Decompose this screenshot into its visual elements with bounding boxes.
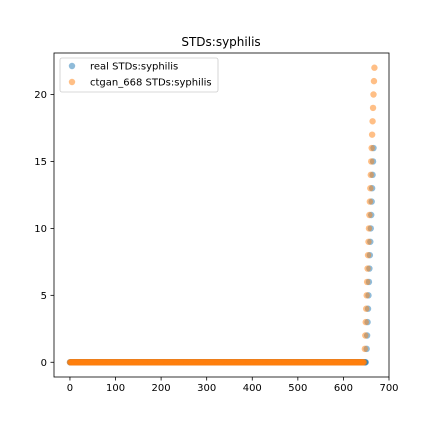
data-point (364, 265, 371, 272)
data-point (369, 118, 376, 125)
data-point (368, 131, 376, 138)
axes-frame (53, 52, 390, 378)
data-point (363, 305, 370, 312)
data-point (363, 292, 370, 299)
data-point (363, 278, 371, 286)
x-tick-label: 700 (379, 383, 398, 394)
x-tick-label: 600 (334, 383, 353, 394)
data-point (370, 91, 377, 98)
series-ctgan (66, 64, 378, 366)
legend-marker (68, 62, 76, 70)
x-tick-label: 100 (106, 383, 125, 394)
chart-title: STDs:syphilis (181, 35, 260, 49)
legend-box (59, 57, 219, 93)
y-tick-label: 5 (41, 291, 47, 302)
data-point (360, 359, 368, 366)
data-point (368, 144, 375, 152)
data-point (366, 211, 373, 219)
data-point (367, 185, 374, 192)
x-tick-label: 400 (243, 383, 262, 394)
data-point (362, 318, 369, 326)
data-point (365, 225, 373, 232)
data-point (368, 158, 375, 165)
x-tick-label: 500 (288, 383, 307, 394)
x-tick-label: 300 (197, 383, 216, 394)
data-point (367, 171, 374, 179)
legend-marker (68, 78, 76, 86)
y-tick-label: 15 (34, 157, 47, 168)
plot-area: 0 100 200 300 400 500 600 700 0 5 10 15 20 (34, 52, 399, 394)
data-point (361, 345, 369, 353)
legend-label: ctgan_668 STDs:syphilis (90, 78, 212, 89)
y-tick-label: 20 (34, 90, 47, 101)
data-point (366, 198, 374, 205)
legend-label: real STDs:syphilis (90, 62, 178, 73)
legend: real STDs:syphilis ctgan_668 STDs:syphili… (59, 57, 219, 93)
data-point (364, 251, 372, 259)
data-point (369, 104, 377, 112)
x-tick-label: 200 (152, 383, 171, 394)
data-point (365, 238, 372, 245)
data-point (362, 332, 369, 339)
data-point (370, 77, 378, 85)
y-tick-label: 0 (41, 358, 47, 369)
x-tick-label: 0 (67, 383, 73, 394)
data-point (371, 64, 378, 71)
y-tick-label: 10 (34, 224, 47, 235)
